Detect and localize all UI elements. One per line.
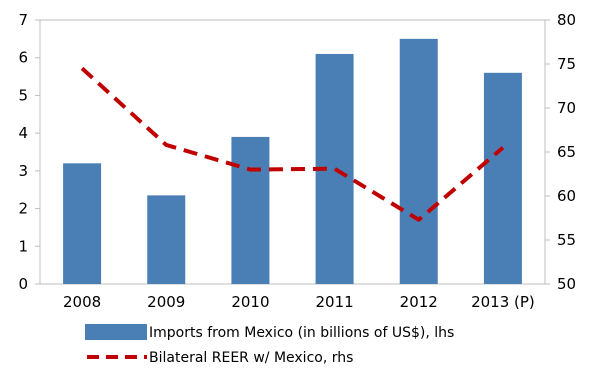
- bar-2008: [63, 163, 102, 284]
- bar-2009: [147, 195, 186, 284]
- left-tick-label: 7: [18, 11, 28, 29]
- right-tick-label: 80: [557, 11, 576, 29]
- legend-swatch-imports: [85, 324, 147, 340]
- bar-2012: [399, 38, 438, 284]
- left-tick-label: 3: [18, 162, 28, 180]
- right-tick-label: 55: [557, 231, 576, 249]
- right-tick-label: 50: [557, 275, 576, 293]
- legend-label-reer: Bilateral REER w/ Mexico, rhs: [149, 350, 353, 366]
- bar-2010: [231, 136, 270, 284]
- x-tick-label: 2009: [147, 293, 185, 311]
- left-tick-label: 6: [18, 49, 28, 67]
- x-tick-label: 2012: [400, 293, 438, 311]
- x-tick-label: 2011: [315, 293, 353, 311]
- left-tick-label: 1: [18, 237, 28, 255]
- right-tick-label: 70: [557, 99, 576, 117]
- right-tick-label: 60: [557, 187, 576, 205]
- left-tick-label: 5: [18, 86, 28, 104]
- right-tick-label: 65: [557, 143, 576, 161]
- plot-frame: [39, 19, 546, 285]
- x-tick-label: 2008: [63, 293, 101, 311]
- left-tick-label: 0: [18, 275, 28, 293]
- x-tick-label: 2010: [231, 293, 269, 311]
- left-tick-label: 4: [18, 124, 28, 142]
- left-tick-label: 2: [18, 200, 28, 218]
- x-tick-label: 2013 (P): [471, 293, 535, 311]
- legend-label-imports: Imports from Mexico (in billions of US$)…: [149, 325, 454, 341]
- right-tick-label: 75: [557, 55, 576, 73]
- reer-line: [80, 66, 505, 222]
- bar-2013-p: [483, 72, 522, 284]
